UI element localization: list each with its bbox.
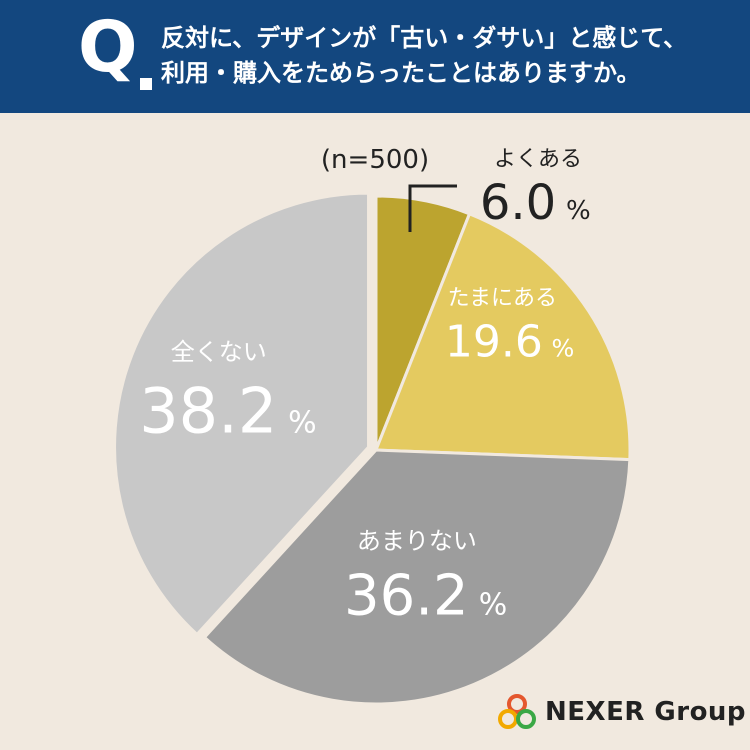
question-line-2: 利用・購入をためらったことはありますか。 bbox=[161, 59, 641, 87]
slice-value-label: 6.0 bbox=[480, 175, 556, 231]
chart-area: たまにある 19.6% あまりない 36.2% 全くない 38.2% よくある 6.0% (n=… bbox=[0, 113, 750, 750]
slice-name-label: 全くない bbox=[171, 338, 267, 366]
pie-chart: たまにある 19.6 % あまりない 36.2 % 全くない 38.2 % よくある 6.0 % (n=… bbox=[113, 145, 632, 706]
q-dot bbox=[140, 78, 152, 90]
nexer-logo: NEXER Group bbox=[497, 694, 746, 730]
sample-size-label: (n=500) bbox=[321, 145, 429, 175]
question-text: 反対に、デザインが「古い・ダサい」と感じて、 利用・購入をためらったことはありま… bbox=[161, 21, 687, 91]
question-line-1: 反対に、デザインが「古い・ダサい」と感じて、 bbox=[161, 24, 688, 52]
slice-unit-label: % bbox=[288, 406, 317, 441]
slice-name-label: よくある bbox=[494, 147, 582, 172]
slice-unit-label: % bbox=[551, 334, 574, 362]
logo-text: NEXER Group bbox=[545, 697, 747, 727]
slice-name-label: たまにある bbox=[448, 286, 557, 311]
pie-slice-3 bbox=[202, 448, 632, 706]
question-header: Q 反対に、デザインが「古い・ダサい」と感じて、 利用・購入をためらったことはあ… bbox=[0, 0, 750, 113]
slice-name-label: あまりない bbox=[357, 527, 477, 555]
slice-value-label: 19.6 bbox=[445, 316, 543, 367]
q-mark: Q bbox=[78, 6, 138, 88]
slice-value-label: 38.2 bbox=[139, 375, 277, 448]
slice-value-label: 36.2 bbox=[344, 563, 469, 628]
slice-unit-label: % bbox=[479, 587, 508, 622]
slice-unit-label: % bbox=[566, 196, 591, 226]
pie-slice-2 bbox=[373, 211, 632, 462]
logo-rings-icon bbox=[498, 694, 536, 729]
leader-line bbox=[408, 184, 457, 232]
pie-slice-4 bbox=[113, 191, 371, 637]
